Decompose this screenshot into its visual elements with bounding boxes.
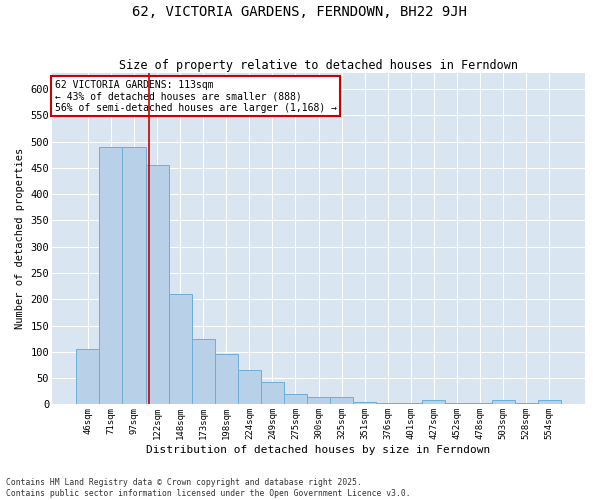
Bar <box>100 147 122 405</box>
Bar <box>76 349 100 405</box>
Bar <box>169 294 191 405</box>
Bar <box>261 382 284 404</box>
Bar <box>491 400 515 404</box>
Bar <box>122 147 146 405</box>
Bar <box>307 396 330 404</box>
Text: Contains HM Land Registry data © Crown copyright and database right 2025.
Contai: Contains HM Land Registry data © Crown c… <box>6 478 410 498</box>
Y-axis label: Number of detached properties: Number of detached properties <box>15 148 25 330</box>
Text: 62 VICTORIA GARDENS: 113sqm
← 43% of detached houses are smaller (888)
56% of se: 62 VICTORIA GARDENS: 113sqm ← 43% of det… <box>55 80 337 113</box>
Bar <box>330 396 353 404</box>
Bar <box>191 338 215 404</box>
X-axis label: Distribution of detached houses by size in Ferndown: Distribution of detached houses by size … <box>146 445 491 455</box>
Bar <box>538 400 561 404</box>
Bar <box>284 394 307 404</box>
Bar <box>238 370 261 404</box>
Bar <box>146 165 169 404</box>
Bar <box>353 402 376 404</box>
Bar <box>422 400 445 404</box>
Title: Size of property relative to detached houses in Ferndown: Size of property relative to detached ho… <box>119 59 518 72</box>
Bar <box>215 354 238 405</box>
Text: 62, VICTORIA GARDENS, FERNDOWN, BH22 9JH: 62, VICTORIA GARDENS, FERNDOWN, BH22 9JH <box>133 5 467 19</box>
